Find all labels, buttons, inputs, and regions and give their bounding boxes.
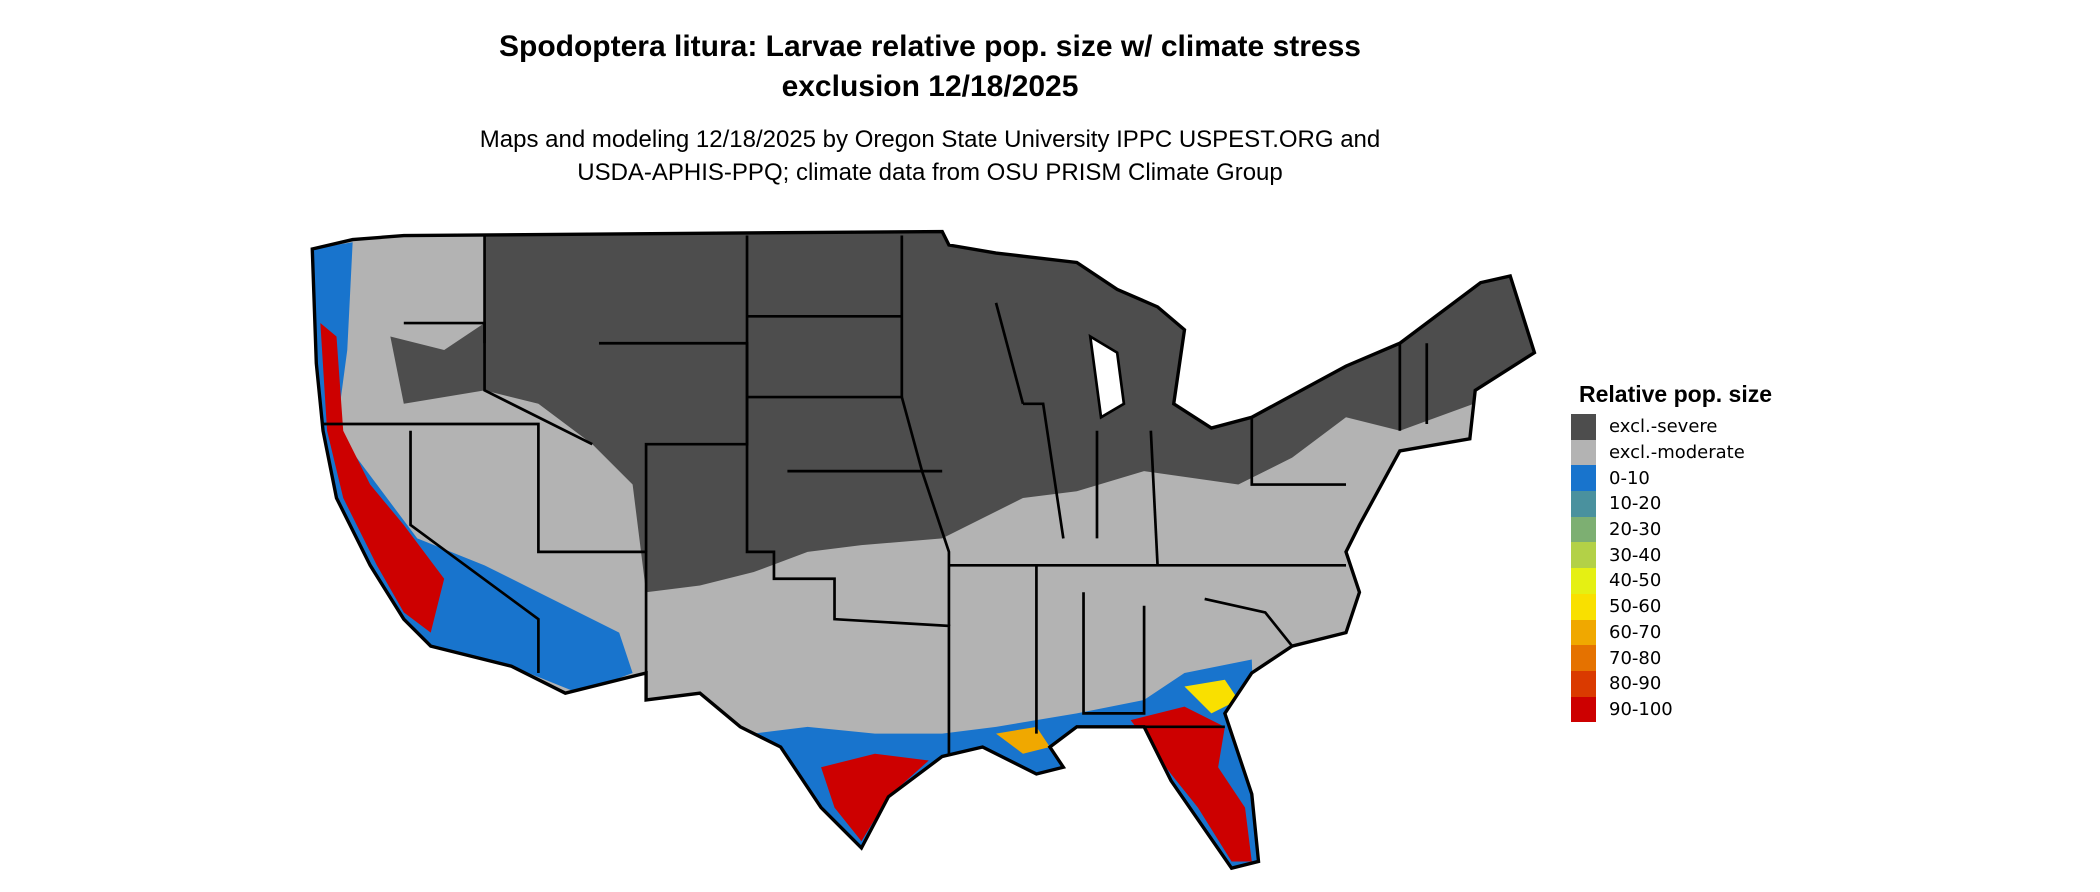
legend-label: 10-20	[1609, 493, 1662, 515]
legend-label: 80-90	[1609, 673, 1662, 695]
legend-swatch	[1571, 516, 1596, 543]
lake-michigan	[1088, 333, 1126, 420]
legend-label: 70-80	[1609, 647, 1662, 669]
legend-label: 90-100	[1609, 698, 1673, 720]
legend-title: Relative pop. size	[1579, 381, 1773, 407]
coastal-suitable-red	[320, 323, 445, 633]
legend-item: 0-10	[1571, 465, 1772, 492]
gulf-suitable-red	[821, 753, 929, 842]
subtitle-line2: USDA-APHIS-PPQ; climate data from OSU PR…	[577, 159, 1283, 186]
legend-label: excl.-severe	[1609, 416, 1718, 438]
legend-label: 60-70	[1609, 621, 1662, 643]
legend-swatch	[1571, 542, 1596, 569]
legend-label: excl.-moderate	[1609, 442, 1745, 464]
legend-item: 50-60	[1571, 593, 1772, 620]
legend-item: 80-90	[1571, 670, 1772, 697]
subtitle-line1: Maps and modeling 12/18/2025 by Oregon S…	[479, 126, 1381, 153]
legend-item: 20-30	[1571, 516, 1772, 543]
legend-swatch	[1571, 568, 1596, 594]
legend-item: 30-40	[1571, 542, 1772, 569]
legend-item: 40-50	[1571, 568, 1772, 594]
florida-suitable-yellow	[1184, 679, 1239, 714]
legend-item: 10-20	[1571, 491, 1772, 517]
map-title-line2: exclusion 12/18/2025	[781, 70, 1079, 103]
map-title-line1: Spodoptera litura: Larvae relative pop. …	[499, 30, 1361, 63]
legend-swatch	[1571, 465, 1596, 492]
legend-item: 70-80	[1571, 645, 1772, 671]
legend-swatch	[1571, 696, 1596, 723]
florida-suitable-red	[1130, 706, 1252, 862]
legend-swatch	[1571, 670, 1596, 697]
legend-label: 50-60	[1609, 596, 1662, 618]
legend-item: excl.-moderate	[1571, 439, 1772, 466]
legend-item: 90-100	[1571, 696, 1772, 723]
legend-swatch	[1571, 593, 1596, 620]
legend-swatch	[1571, 645, 1596, 671]
legend-swatch	[1571, 414, 1596, 440]
legend-label: 0-10	[1609, 467, 1650, 489]
legend-label: 20-30	[1609, 519, 1662, 541]
legend-item: excl.-severe	[1571, 414, 1772, 440]
gulf-suitable-blue	[753, 659, 1259, 869]
legend: Relative pop. size excl.-severe excl.-mod…	[1571, 381, 1773, 723]
legend-label: 40-50	[1609, 570, 1662, 592]
state-borders	[323, 235, 1429, 754]
legend-swatch	[1571, 439, 1596, 466]
legend-swatch	[1571, 619, 1596, 646]
legend-item: 60-70	[1571, 619, 1772, 646]
legend-label: 30-40	[1609, 544, 1662, 566]
legend-swatch	[1571, 491, 1596, 517]
